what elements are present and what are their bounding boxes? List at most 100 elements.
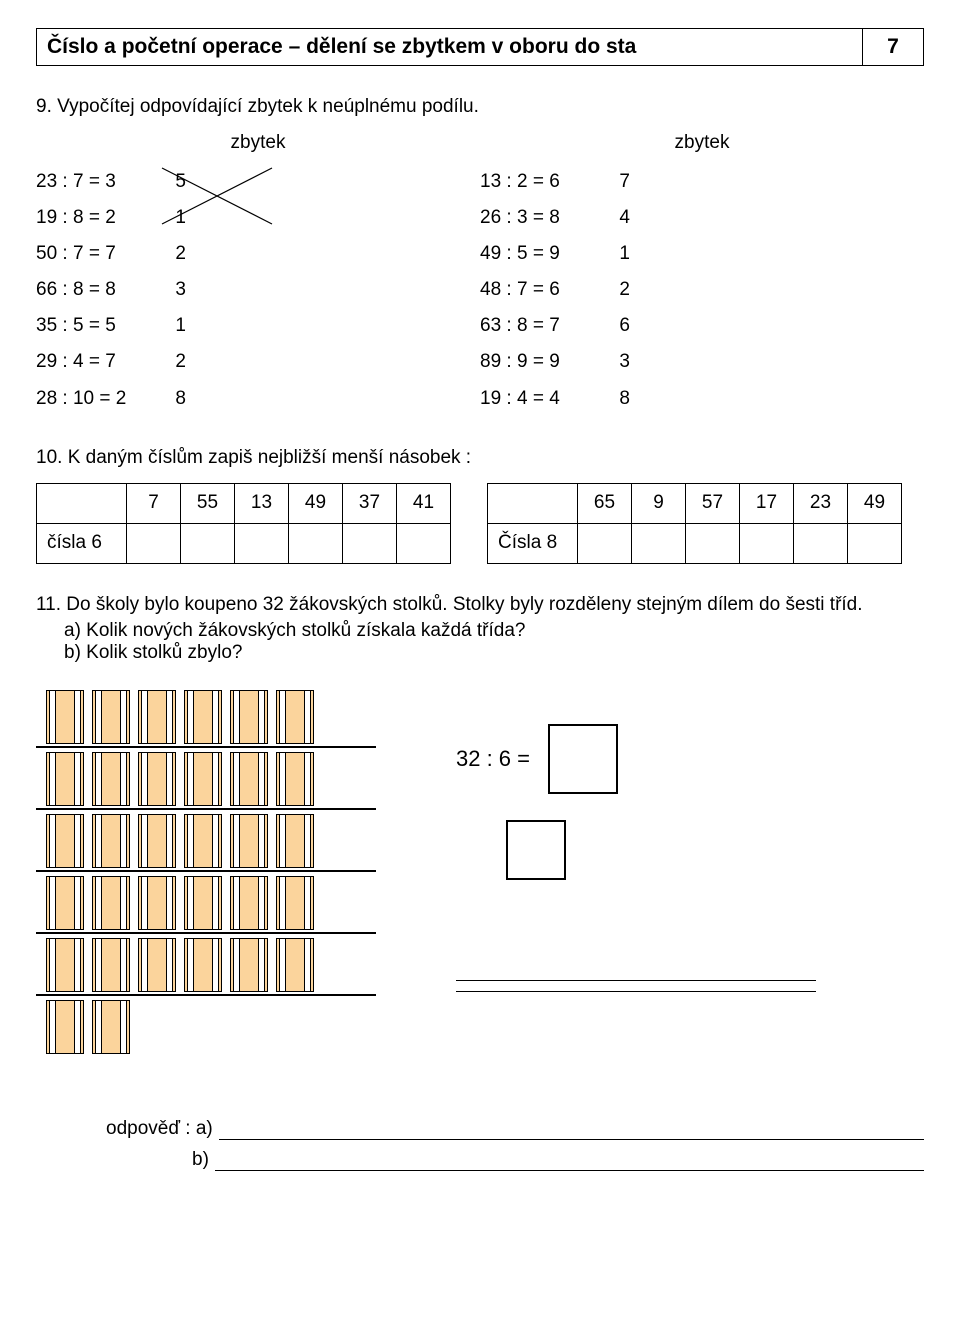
book-icon bbox=[138, 752, 176, 806]
table-header-cell: 55 bbox=[181, 483, 235, 523]
shelf-books bbox=[36, 938, 314, 992]
book-icon bbox=[46, 938, 84, 992]
shelf-books bbox=[36, 690, 314, 744]
book-icon bbox=[184, 752, 222, 806]
equation: 48 : 7 = 6 bbox=[480, 272, 610, 308]
equations-right: 13 : 2 = 6726 : 3 = 8449 : 5 = 9148 : 7 … bbox=[480, 164, 924, 417]
book-icon bbox=[46, 876, 84, 930]
answer-line-a[interactable] bbox=[219, 1118, 924, 1141]
table-answer-cell[interactable] bbox=[181, 523, 235, 563]
table-cell bbox=[37, 483, 127, 523]
table-cisla-6: 75513493741 čísla 6 bbox=[36, 483, 451, 564]
shelf-line bbox=[36, 746, 376, 748]
table-answer-cell[interactable] bbox=[632, 523, 686, 563]
book-icon bbox=[138, 690, 176, 744]
remainder: 5 bbox=[166, 164, 226, 200]
answer-line-b[interactable] bbox=[215, 1148, 924, 1171]
equation-line: 50 : 7 = 72 bbox=[36, 236, 480, 272]
sentence-lines bbox=[456, 980, 924, 992]
equation-lhs: 32 : 6 = bbox=[456, 746, 530, 772]
zbytek-label-left: zbytek bbox=[36, 132, 480, 154]
equation: 26 : 3 = 8 bbox=[480, 200, 610, 236]
table-answer-cell[interactable] bbox=[235, 523, 289, 563]
book-icon bbox=[92, 876, 130, 930]
book-icon bbox=[138, 814, 176, 868]
shelves bbox=[36, 690, 376, 1058]
remainder: 6 bbox=[610, 308, 670, 344]
table-answer-cell[interactable] bbox=[127, 523, 181, 563]
equation: 29 : 4 = 7 bbox=[36, 344, 166, 380]
task10-prompt: 10. K daným číslům zapiš nejbližší menší… bbox=[36, 447, 924, 469]
answer-box-remainder[interactable] bbox=[506, 820, 566, 880]
answer-label-b: b) bbox=[192, 1149, 209, 1171]
table-header-cell: 13 bbox=[235, 483, 289, 523]
equation-line: 89 : 9 = 93 bbox=[480, 344, 924, 380]
equation-line: 19 : 8 = 21 bbox=[36, 200, 480, 236]
book-icon bbox=[46, 690, 84, 744]
book-icon bbox=[276, 814, 314, 868]
book-icon bbox=[46, 814, 84, 868]
table-answer-cell[interactable] bbox=[578, 523, 632, 563]
remainder: 1 bbox=[610, 236, 670, 272]
remainder: 3 bbox=[610, 344, 670, 380]
table-header-cell: 23 bbox=[794, 483, 848, 523]
equation-row: 32 : 6 = bbox=[456, 724, 924, 794]
table-answer-cell[interactable] bbox=[397, 523, 451, 563]
book-icon bbox=[92, 938, 130, 992]
task11-a: a) Kolik nových žákovských stolků získal… bbox=[64, 620, 924, 642]
shelf-row bbox=[36, 752, 376, 810]
book-icon bbox=[230, 814, 268, 868]
equation-line: 19 : 4 = 48 bbox=[480, 381, 924, 417]
book-icon bbox=[92, 814, 130, 868]
equation-line: 23 : 7 = 35 bbox=[36, 164, 480, 200]
book-icon bbox=[46, 1000, 84, 1054]
page-title: Číslo a početní operace – dělení se zbyt… bbox=[37, 29, 863, 65]
task-9: 9. Vypočítej odpovídající zbytek k neúpl… bbox=[36, 96, 924, 417]
table-answer-cell[interactable] bbox=[740, 523, 794, 563]
table-answer-cell[interactable] bbox=[686, 523, 740, 563]
answer-line[interactable] bbox=[456, 991, 816, 992]
equation-line: 48 : 7 = 62 bbox=[480, 272, 924, 308]
book-icon bbox=[138, 876, 176, 930]
shelf-line bbox=[36, 932, 376, 934]
table-header-cell: 17 bbox=[740, 483, 794, 523]
remainder: 1 bbox=[166, 308, 226, 344]
shelf-row bbox=[36, 938, 376, 996]
shelf-books bbox=[36, 1000, 130, 1054]
table-answer-cell[interactable] bbox=[343, 523, 397, 563]
shelf-row bbox=[36, 814, 376, 872]
table-answer-cell[interactable] bbox=[848, 523, 902, 563]
table-answer-cell[interactable] bbox=[794, 523, 848, 563]
remainder: 2 bbox=[166, 344, 226, 380]
shelf-books bbox=[36, 752, 314, 806]
shelf-row bbox=[36, 690, 376, 748]
table-label: čísla 6 bbox=[37, 523, 127, 563]
remainder: 7 bbox=[610, 164, 670, 200]
task11-prompt: 11. Do školy bylo koupeno 32 žákovských … bbox=[36, 594, 924, 616]
answer-line[interactable] bbox=[456, 980, 816, 981]
answer-label-a: odpověď : a) bbox=[106, 1118, 213, 1140]
task11-b: b) Kolik stolků zbylo? bbox=[64, 642, 924, 664]
equation: 13 : 2 = 6 bbox=[480, 164, 610, 200]
table-header-cell: 7 bbox=[127, 483, 181, 523]
table-answer-cell[interactable] bbox=[289, 523, 343, 563]
table-header-cell: 9 bbox=[632, 483, 686, 523]
answer-box-quotient[interactable] bbox=[548, 724, 618, 794]
equation-line: 63 : 8 = 76 bbox=[480, 308, 924, 344]
shelf-row bbox=[36, 876, 376, 934]
book-icon bbox=[276, 752, 314, 806]
equation: 50 : 7 = 7 bbox=[36, 236, 166, 272]
final-answer-a: odpověď : a) bbox=[106, 1118, 924, 1141]
book-icon bbox=[184, 876, 222, 930]
equation-line: 28 : 10 = 28 bbox=[36, 381, 480, 417]
book-icon bbox=[184, 690, 222, 744]
remainder: 8 bbox=[610, 381, 670, 417]
title-box: Číslo a početní operace – dělení se zbyt… bbox=[36, 28, 924, 66]
table-label: Čísla 8 bbox=[488, 523, 578, 563]
shelf-line bbox=[36, 870, 376, 872]
shelf-books bbox=[36, 814, 314, 868]
book-icon bbox=[276, 690, 314, 744]
remainder: 3 bbox=[166, 272, 226, 308]
final-answer-b: b) bbox=[192, 1148, 924, 1171]
page-number: 7 bbox=[863, 29, 923, 65]
